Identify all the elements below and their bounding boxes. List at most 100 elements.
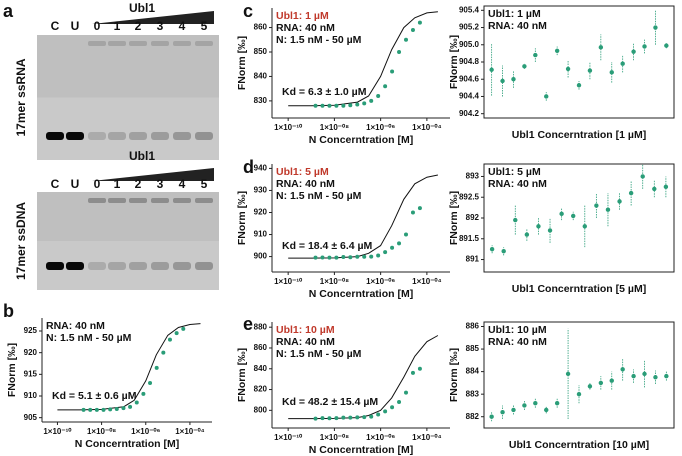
data-point bbox=[500, 78, 505, 84]
data-point bbox=[417, 20, 422, 25]
data-point bbox=[609, 378, 614, 383]
lane-label: 5 bbox=[201, 19, 208, 33]
y-tick-label: 885 bbox=[466, 344, 480, 353]
x-tick-label: 1×10⁻⁰⁶ bbox=[131, 427, 160, 436]
y-tick-label: 893 bbox=[466, 172, 480, 181]
x-tick-label: 1×10⁻⁰⁸ bbox=[320, 123, 349, 132]
panel-label: d bbox=[243, 157, 254, 177]
data-point bbox=[134, 400, 139, 405]
y-tick-label: 904.6 bbox=[459, 74, 480, 83]
data-point bbox=[547, 228, 553, 233]
gel-band bbox=[108, 262, 126, 270]
annotation: N: 1.5 nM - 50 µM bbox=[46, 332, 132, 344]
data-point bbox=[148, 381, 153, 385]
annotation: N: 1.5 nM - 50 µM bbox=[276, 190, 362, 202]
data-point bbox=[355, 415, 360, 420]
data-point bbox=[664, 373, 669, 379]
y-tick-label: 892 bbox=[466, 213, 480, 222]
data-point bbox=[88, 407, 93, 412]
y-tick-label: 920 bbox=[24, 348, 38, 357]
data-point bbox=[554, 48, 560, 53]
data-point bbox=[174, 331, 179, 336]
panel-label: b bbox=[3, 301, 14, 321]
annotation: N: 1.5 nM - 50 µM bbox=[276, 34, 362, 46]
data-point bbox=[576, 391, 582, 397]
lane-label: U bbox=[71, 177, 80, 191]
gel-well bbox=[173, 198, 191, 203]
y-tick-label: 904.2 bbox=[459, 109, 480, 118]
data-point bbox=[565, 66, 571, 72]
wedge bbox=[92, 11, 214, 24]
annotation: RNA: 40 nM bbox=[276, 22, 335, 34]
data-point bbox=[489, 246, 495, 252]
gel-shade bbox=[37, 35, 219, 98]
data-point bbox=[94, 407, 99, 412]
data-point bbox=[355, 102, 360, 107]
gel-band bbox=[88, 262, 106, 270]
gel-well bbox=[108, 198, 126, 203]
y-tick-label: 884 bbox=[466, 367, 480, 376]
gel-title: Ubl1 bbox=[129, 1, 155, 15]
lane-label: 2 bbox=[135, 177, 142, 191]
x-tick-label: 1×10⁻⁰⁶ bbox=[366, 123, 395, 132]
annotation: Ubl1: 5 µM bbox=[488, 166, 541, 178]
kd-annotation: Kd = 18.4 ± 6.4 µM bbox=[282, 240, 373, 252]
data-point bbox=[348, 103, 353, 108]
gel-band bbox=[195, 132, 213, 140]
gel-band bbox=[129, 262, 147, 270]
data-point bbox=[653, 25, 658, 30]
x-axis-label: Ubl1 Concerntration [5 µM] bbox=[512, 283, 646, 295]
fit-curve bbox=[288, 11, 438, 107]
gel-well bbox=[129, 198, 147, 203]
x-tick-label: 1×10⁻⁰⁸ bbox=[87, 427, 116, 436]
data-point bbox=[628, 190, 634, 196]
data-point bbox=[565, 371, 571, 377]
data-point bbox=[404, 37, 409, 42]
data-point bbox=[376, 94, 381, 98]
x-axis-label: Ubl1 Concerntration [10 µM] bbox=[509, 439, 649, 451]
data-point bbox=[404, 390, 409, 395]
data-point bbox=[114, 407, 119, 411]
gel-well bbox=[151, 41, 169, 46]
data-point bbox=[128, 404, 133, 409]
gel-well bbox=[173, 41, 191, 46]
data-point bbox=[390, 245, 395, 250]
gel-band bbox=[173, 132, 191, 140]
data-point bbox=[383, 84, 388, 89]
data-point bbox=[605, 207, 611, 212]
data-point bbox=[410, 370, 415, 375]
data-point bbox=[341, 255, 346, 260]
data-point bbox=[598, 380, 604, 386]
y-axis-label: FNorm [‰] bbox=[236, 191, 248, 245]
data-point bbox=[522, 64, 527, 69]
data-point bbox=[362, 101, 367, 106]
y-tick-label: 891.5 bbox=[459, 234, 480, 243]
data-point bbox=[383, 250, 388, 255]
y-axis-label: FNorm [‰] bbox=[236, 36, 248, 90]
gel-well bbox=[88, 198, 106, 203]
data-point bbox=[334, 103, 339, 108]
data-point bbox=[653, 375, 658, 380]
data-point bbox=[390, 69, 395, 74]
gel-side-label: 17mer ssRNA bbox=[14, 58, 28, 136]
annotation: N: 1.5 nM - 50 µM bbox=[276, 348, 362, 360]
kd-annotation: Kd = 6.3 ± 1.0 µM bbox=[282, 86, 367, 98]
data-point bbox=[544, 407, 549, 413]
data-point bbox=[501, 249, 506, 254]
data-point bbox=[355, 254, 360, 259]
data-point bbox=[559, 211, 564, 217]
data-point bbox=[376, 412, 381, 417]
data-point bbox=[620, 61, 625, 66]
lane-label: C bbox=[51, 177, 60, 191]
gel-band bbox=[46, 262, 64, 270]
data-point bbox=[640, 174, 645, 179]
data-point bbox=[663, 184, 669, 190]
fit-curve bbox=[57, 323, 201, 411]
lane-label: 4 bbox=[179, 177, 186, 191]
lane-label: 5 bbox=[201, 177, 208, 191]
y-tick-label: 905.0 bbox=[459, 40, 480, 49]
y-tick-label: 880 bbox=[254, 322, 268, 331]
gel-title: Ubl1 bbox=[129, 149, 155, 163]
data-point bbox=[320, 103, 325, 108]
y-axis-label: FNorm [‰] bbox=[6, 343, 18, 397]
